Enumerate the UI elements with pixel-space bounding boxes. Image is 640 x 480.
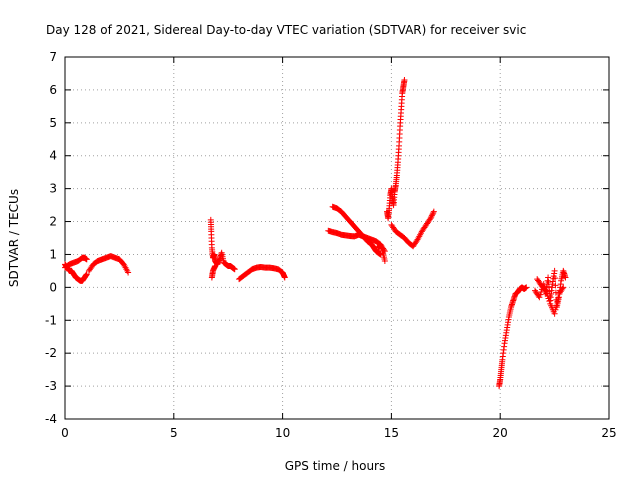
y-tick-label: -2 [45,346,57,360]
data-point [537,291,544,298]
data-point [555,294,562,301]
data-point [545,295,552,302]
y-tick-label: 0 [49,280,57,294]
y-tick-label: 6 [49,83,57,97]
data-point [125,269,132,276]
data-point [552,306,559,313]
x-tick-label: 25 [601,426,616,440]
data-point [546,298,553,305]
x-tick-label: 20 [493,426,508,440]
data-point [560,284,567,291]
data-point [544,292,551,299]
data-point [430,208,437,215]
data-point [428,213,435,220]
x-tick-label: 10 [275,426,290,440]
data-point [553,302,560,309]
data-point [536,294,543,301]
data-point [552,282,559,289]
y-tick-label: -3 [45,379,57,393]
data-point [428,212,435,219]
data-point [401,77,408,84]
data-point [551,267,558,274]
data-point [562,274,569,281]
x-tick-label: 5 [170,426,178,440]
data-point [552,275,559,282]
data-point [430,209,437,216]
data-point [212,262,219,269]
data-point [559,285,566,292]
y-tick-label: 5 [49,116,57,130]
data-point [554,298,561,305]
data-point [83,271,90,278]
data-points [62,77,569,390]
plot-frame [64,56,610,420]
data-point [542,287,549,294]
data-point [381,258,388,265]
data-point [429,211,436,218]
data-point [377,251,384,258]
y-tick-label: 4 [49,149,57,163]
axis-ticks: 0 5 10 15 20 25 -4 -3 -2 -1 0 1 2 3 4 5 6 7 [45,50,617,440]
chart-title: Day 128 of 2021, Sidereal Day-to-day VTE… [46,23,526,37]
y-tick-label: 3 [49,182,57,196]
x-tick-label: 0 [61,426,69,440]
y-tick-label: -1 [45,313,57,327]
data-point [83,256,90,263]
data-point [427,215,434,222]
data-point [281,274,288,281]
data-point [543,290,550,297]
y-tick-label: 7 [49,50,57,64]
y-axis-label: SDTVAR / TECUs [7,189,21,287]
data-point [231,266,238,273]
y-tick-label: -4 [45,412,57,426]
data-point [523,284,530,291]
x-tick-label: 15 [384,426,399,440]
grid [65,57,609,419]
data-point [542,286,549,293]
y-tick-label: 1 [49,247,57,261]
data-point [551,310,558,317]
x-axis-label: GPS time / hours [285,459,386,473]
y-tick-label: 2 [49,215,57,229]
